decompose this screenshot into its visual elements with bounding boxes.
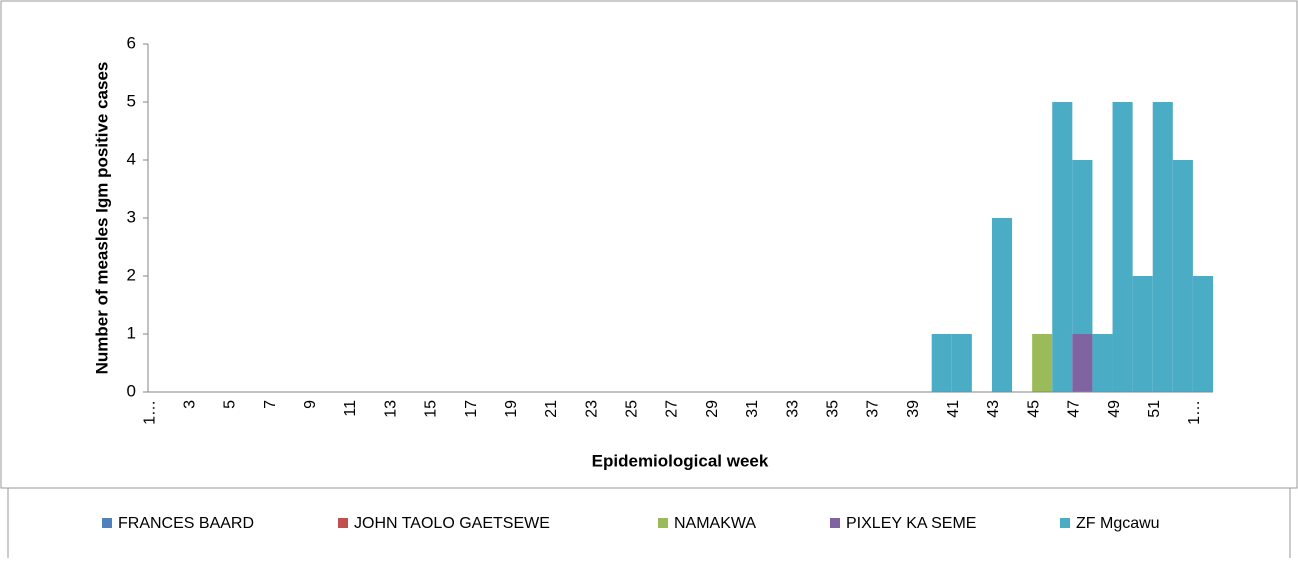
y-tick-label: 4 <box>127 149 136 168</box>
bar <box>931 334 952 392</box>
bar <box>1072 160 1093 334</box>
x-tick-label: 11 <box>342 400 359 417</box>
x-tick-label: 1… <box>141 400 158 425</box>
bar <box>1152 102 1173 392</box>
x-tick-label: 29 <box>704 400 721 418</box>
x-tick-label: 47 <box>1066 400 1083 418</box>
legend-swatch <box>830 518 840 528</box>
x-tick-label: 15 <box>423 400 440 418</box>
chart-frame <box>0 0 1298 489</box>
bar <box>1052 102 1073 392</box>
bar <box>951 334 972 392</box>
legend-label: FRANCES BAARD <box>118 515 254 532</box>
y-axis-title: Number of measles Igm positive cases <box>92 62 111 375</box>
x-tick-label: 25 <box>624 400 641 418</box>
x-tick-label: 31 <box>744 400 761 418</box>
legend-swatch <box>102 518 112 528</box>
bar <box>1192 276 1213 392</box>
x-tick-label: 27 <box>664 400 681 418</box>
x-tick-label: 45 <box>1025 400 1042 418</box>
x-tick-label: 13 <box>382 400 399 418</box>
legend-swatch <box>658 518 668 528</box>
bar <box>1032 334 1053 392</box>
y-tick-label: 3 <box>127 207 136 226</box>
y-tick-label: 0 <box>127 381 136 400</box>
y-tick-label: 2 <box>127 265 136 284</box>
legend-label: JOHN TAOLO GAETSEWE <box>354 515 550 532</box>
x-tick-label: 51 <box>1146 400 1163 418</box>
x-tick-label: 9 <box>302 400 319 409</box>
legend-swatch <box>338 518 348 528</box>
bar <box>1132 276 1153 392</box>
bar <box>1112 102 1133 392</box>
x-tick-label: 33 <box>784 400 801 418</box>
bar <box>1072 334 1093 392</box>
legend-label: PIXLEY KA SEME <box>846 515 976 532</box>
legend-label: ZF Mgcawu <box>1076 515 1160 532</box>
x-tick-label: 1… <box>1186 400 1203 425</box>
x-axis-title: Epidemiological week <box>592 451 769 470</box>
x-tick-label: 17 <box>463 400 480 418</box>
x-tick-label: 3 <box>181 400 198 409</box>
x-tick-label: 19 <box>503 400 520 418</box>
legend-label: NAMAKWA <box>674 515 756 532</box>
x-tick-label: 23 <box>583 400 600 418</box>
x-tick-label: 41 <box>945 400 962 418</box>
x-tick-label: 21 <box>543 400 560 418</box>
bar <box>1092 334 1113 392</box>
y-tick-label: 5 <box>127 91 136 110</box>
x-tick-label: 43 <box>985 400 1002 418</box>
legend-swatch <box>1060 518 1070 528</box>
x-tick-label: 5 <box>222 400 239 409</box>
y-tick-label: 6 <box>127 33 136 52</box>
y-tick-label: 1 <box>127 323 136 342</box>
bar <box>991 218 1013 392</box>
bar <box>1172 160 1193 392</box>
x-tick-label: 35 <box>824 400 841 418</box>
x-tick-label: 37 <box>865 400 882 418</box>
x-tick-label: 39 <box>905 400 922 418</box>
x-tick-label: 7 <box>262 400 279 409</box>
x-tick-label: 49 <box>1106 400 1123 418</box>
